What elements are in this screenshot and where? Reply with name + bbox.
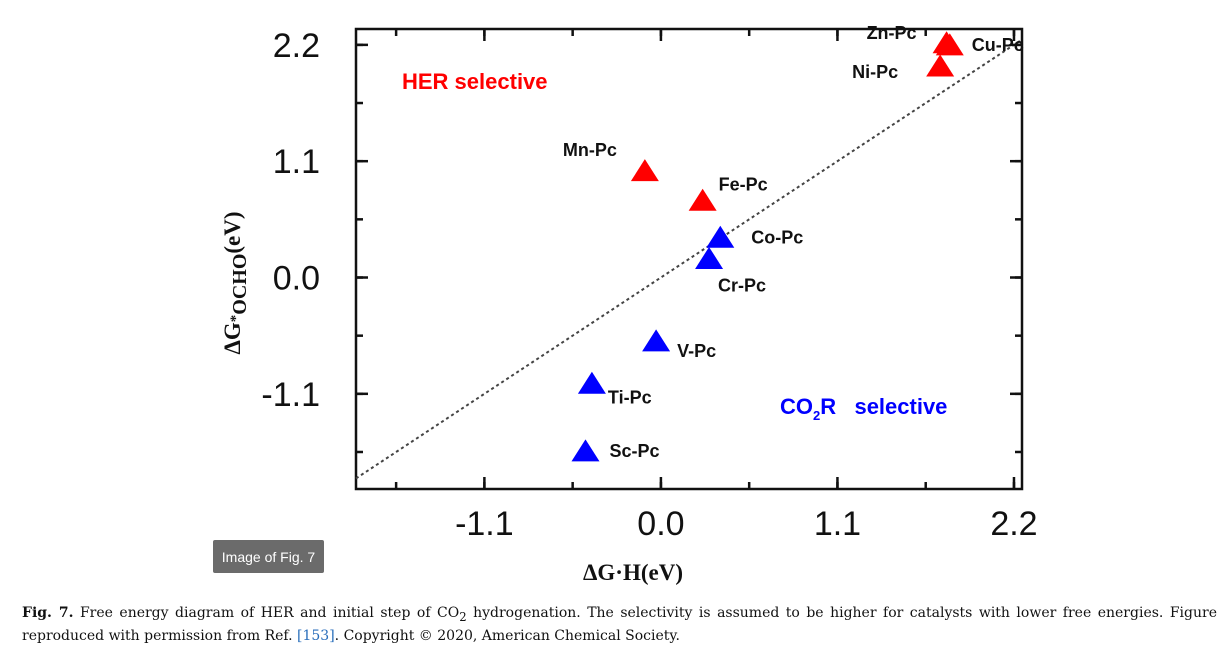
data-point-labels: Zn-Pc Cu-Pc Ni-Pc Mn-Pc Fe-Pc Co-Pc Cr-Pc V-Pc T… [563, 23, 1024, 461]
point-label-fe-pc: Fe-Pc [719, 174, 768, 194]
y-tick-label: 1.1 [273, 143, 320, 181]
plot-area-border [354, 27, 1024, 491]
axis-tick-labels: -1.1 0.0 1.1 2.2 2.2 1.1 0.0 -1.1 [261, 27, 1037, 543]
y-tick-label: 2.2 [273, 27, 320, 65]
data-points [571, 31, 964, 462]
point-label-zn-pc: Zn-Pc [867, 23, 917, 43]
point-label-cu-pc: Cu-Pc [972, 35, 1024, 55]
x-tick-label: 0.0 [637, 505, 684, 543]
y-axis-title-star: * [228, 315, 244, 323]
point-label-sc-pc: Sc-Pc [609, 441, 659, 461]
point-ti-pc [577, 371, 606, 394]
point-label-cr-pc: Cr-Pc [718, 276, 766, 296]
point-label-ti-pc: Ti-Pc [608, 387, 652, 407]
y-tick-label: 0.0 [273, 260, 320, 298]
x-axis-title: ΔG·H(eV) [583, 560, 683, 585]
point-cr-pc [695, 246, 724, 269]
scatter-chart: -1.1 0.0 1.1 2.2 2.2 1.1 0.0 -1.1 Zn-Pc Cu-Pc Ni-… [220, 23, 1038, 585]
y-tick-label: -1.1 [261, 376, 320, 414]
her-selective-label: HER selective [402, 69, 548, 94]
point-v-pc [642, 329, 671, 352]
co2r-label-sub: 2 [813, 408, 820, 423]
caption-sub: 2 [459, 609, 467, 624]
point-ni-pc [926, 54, 955, 77]
y-axis-title: ΔG*OCHO(eV) [220, 211, 251, 354]
caption-ref-link[interactable]: [153] [297, 627, 335, 644]
co2r-selective-label: CO2R selective [780, 394, 947, 423]
x-tick-label: 1.1 [814, 505, 861, 543]
figure-caption: Fig. 7. Free energy diagram of HER and i… [22, 604, 1217, 646]
co2r-label-rest: R selective [820, 394, 947, 419]
point-label-ni-pc: Ni-Pc [852, 62, 898, 82]
y-axis-title-sub: OCHO [229, 254, 251, 315]
point-fe-pc [688, 188, 717, 211]
plot-frame [354, 27, 1024, 491]
point-label-mn-pc: Mn-Pc [563, 140, 617, 160]
co2r-label-main: CO [780, 394, 813, 419]
point-mn-pc [630, 159, 659, 182]
x-tick-label: 2.2 [990, 505, 1037, 543]
y-axis-title-delta: ΔG [220, 322, 245, 354]
x-tick-label: -1.1 [455, 505, 514, 543]
axis-ticks [356, 29, 1022, 489]
caption-text-a: Free energy diagram of HER and initial s… [73, 605, 460, 621]
point-co-pc [706, 225, 735, 248]
point-label-co-pc: Co-Pc [751, 227, 803, 247]
parity-diagonal [355, 38, 1023, 480]
point-cu-pc [935, 33, 964, 56]
y-axis-title-unit: (eV) [220, 211, 245, 253]
point-label-v-pc: V-Pc [677, 341, 716, 361]
caption-fig-label: Fig. 7. [22, 605, 74, 621]
image-badge[interactable]: Image of Fig. 7 [213, 540, 324, 573]
caption-text-c: . Copyright © 2020, American Chemical So… [334, 627, 680, 644]
point-sc-pc [571, 439, 600, 462]
caption-text-b: hydrogenation. The selectivity is assume… [22, 605, 1217, 644]
